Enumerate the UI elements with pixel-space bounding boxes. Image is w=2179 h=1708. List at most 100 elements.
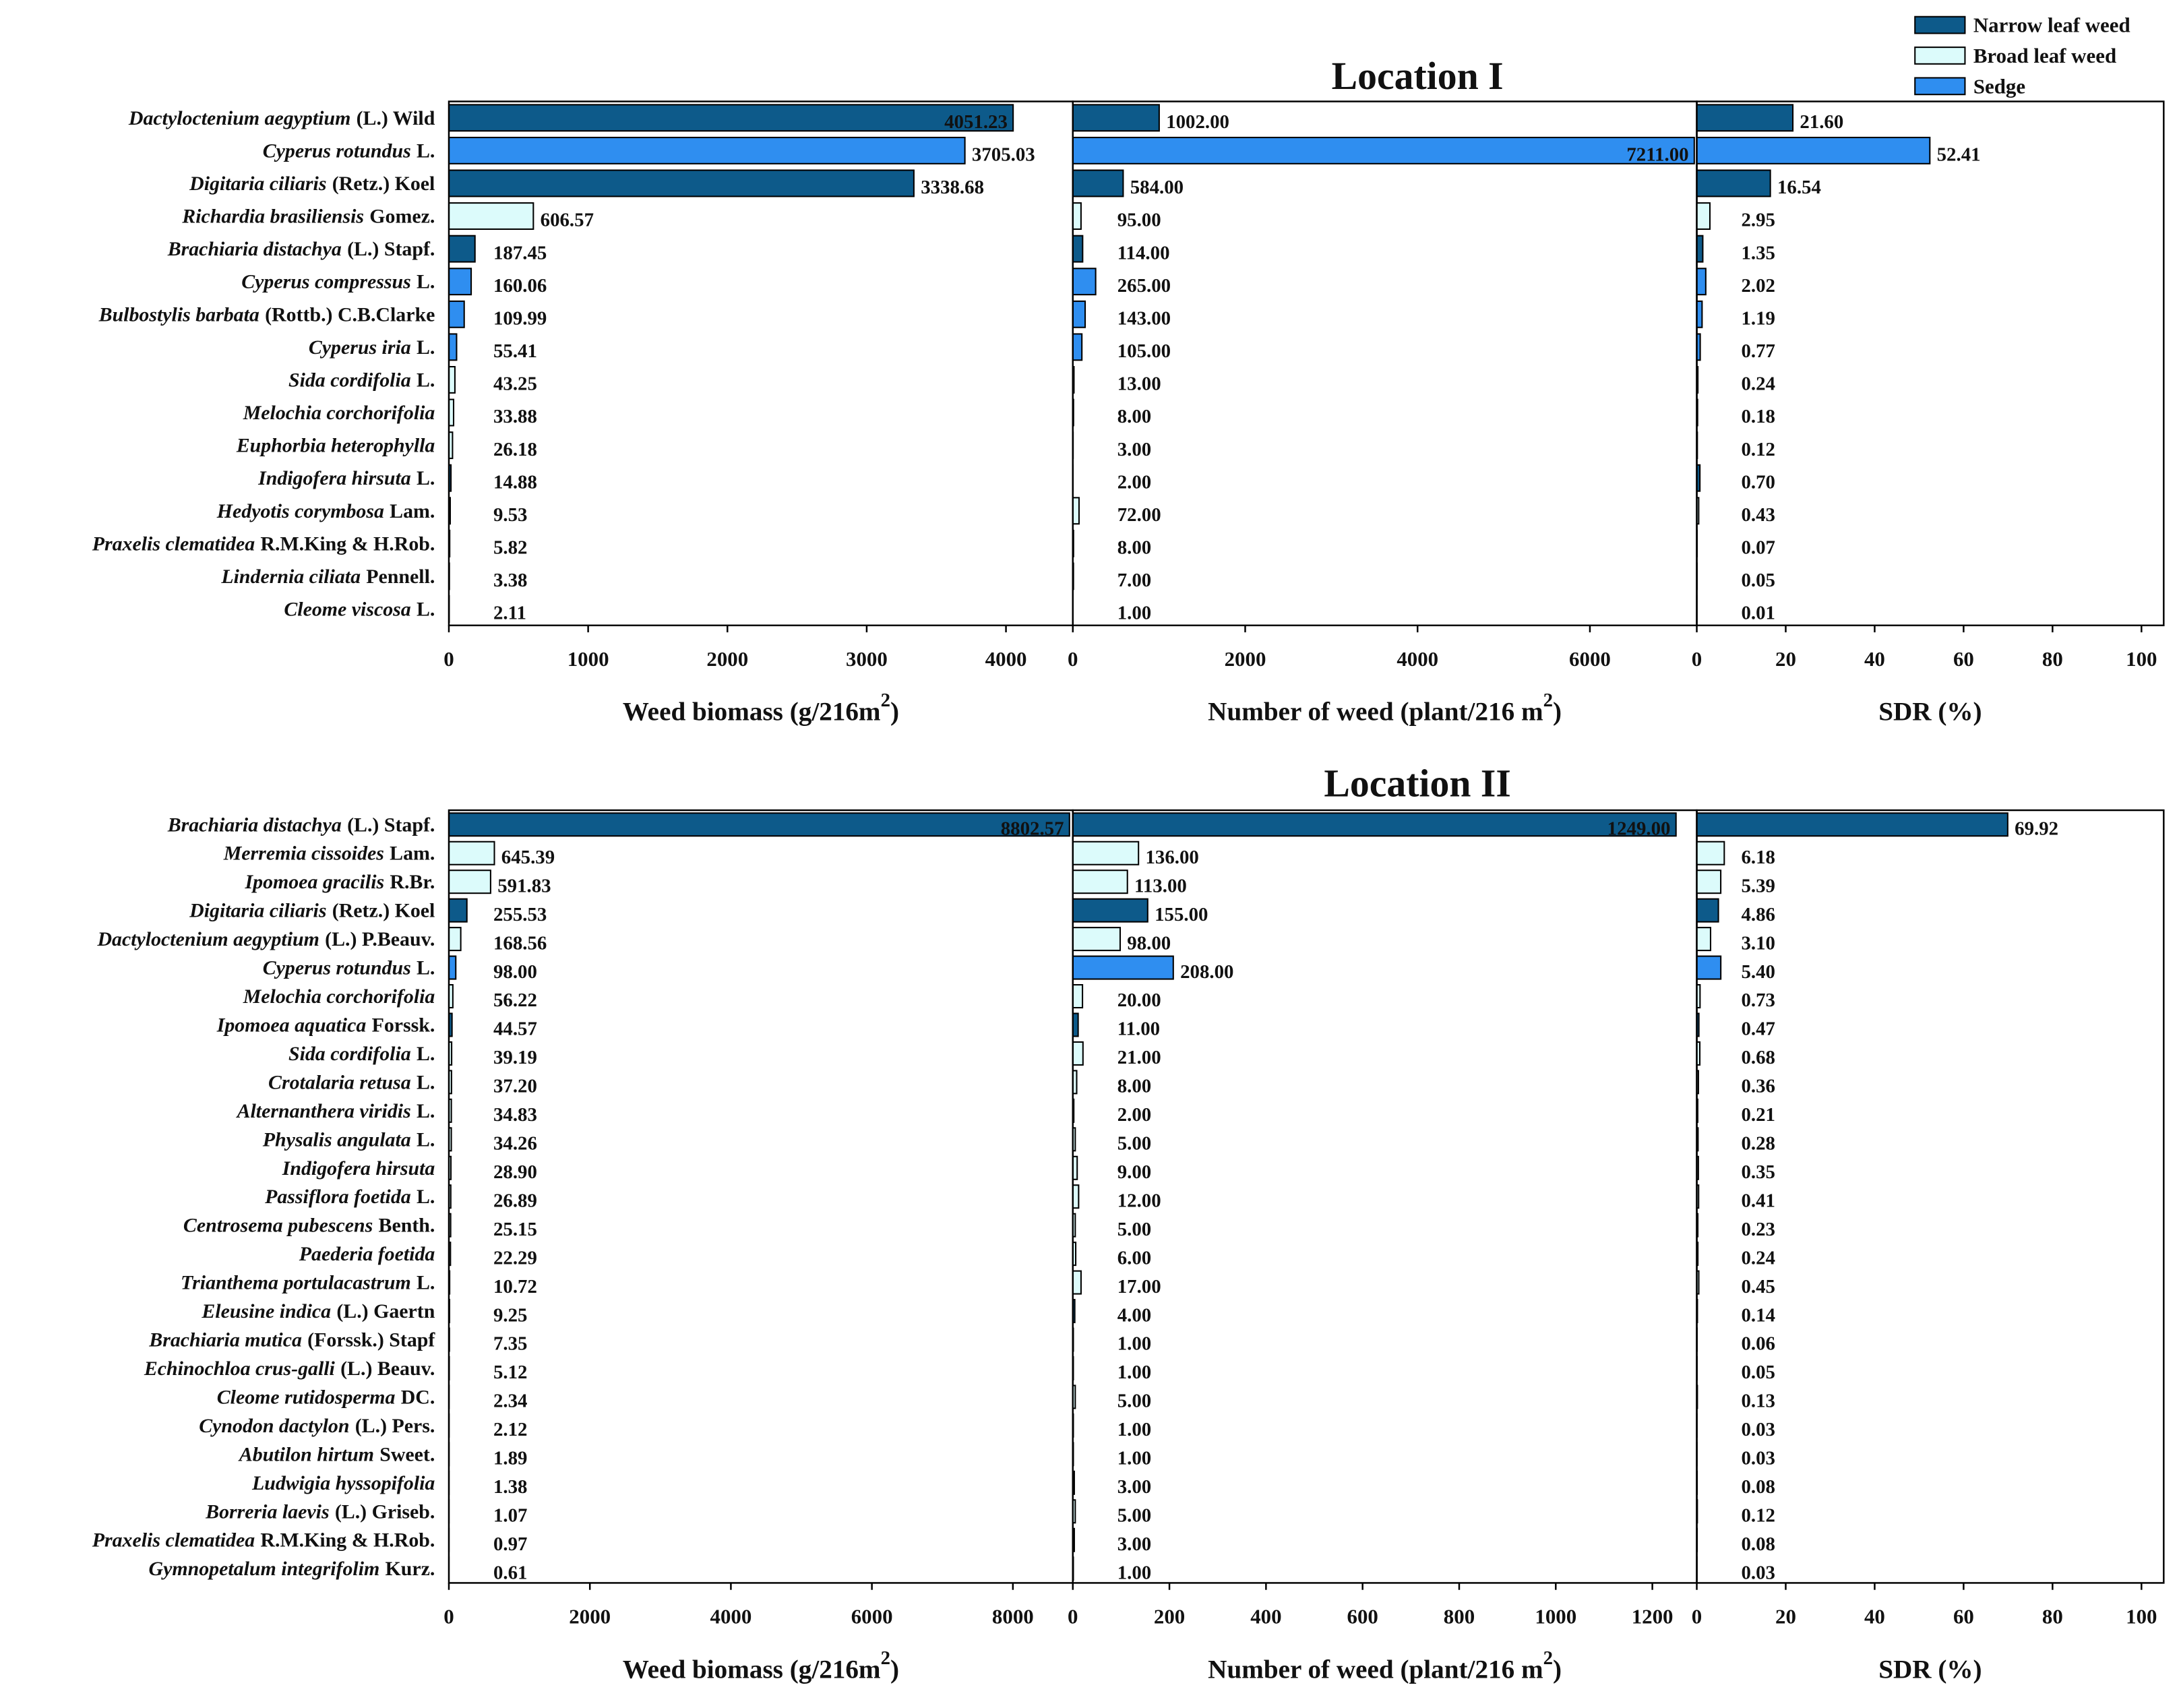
x-tick-label: 3000 [846, 647, 888, 671]
species-name: Melochia corchorifolia [243, 985, 435, 1008]
category-label: Digitaria ciliaris (Retz.) Koel [189, 172, 435, 194]
bar [448, 365, 456, 394]
category-label: Gymnopetalum integrifolim Kurz. [149, 1558, 435, 1580]
value-label: 8802.57 [1001, 818, 1064, 839]
bar [1072, 235, 1084, 263]
species-name: Alternanthera viridis [236, 1099, 411, 1122]
authority: L. [417, 598, 435, 620]
axis-label-end: ) [1553, 697, 1562, 726]
x-tick-label: 800 [1444, 1604, 1475, 1628]
species-name: Dactyloctenium aegyptium [128, 106, 350, 129]
category-label: Cyperus rotundus L. [263, 956, 435, 979]
species-name: Cynodon dactylon [199, 1414, 349, 1436]
value-label: 1.00 [1117, 1362, 1152, 1383]
value-label: 3338.68 [921, 177, 984, 198]
bar [448, 841, 495, 865]
x-tick-label: 2000 [706, 647, 748, 671]
bar [448, 812, 1070, 837]
value-label: 0.03 [1742, 1448, 1776, 1469]
authority: (Retz.) Koel [332, 899, 435, 921]
plot-frame [1696, 100, 2165, 627]
x-axis-label: SDR (%) [1878, 697, 1982, 726]
axis-label-text: Weed biomass (g/216m [623, 697, 881, 726]
value-label: 17.00 [1117, 1276, 1161, 1298]
bar [1696, 136, 1931, 164]
value-label: 6.00 [1117, 1247, 1152, 1269]
value-label: 208.00 [1180, 961, 1233, 983]
axis-label-sup: 2 [1543, 1647, 1553, 1669]
value-label: 3.00 [1117, 1533, 1152, 1555]
value-label: 0.12 [1742, 439, 1776, 460]
species-name: Brachiaria distachya [167, 814, 342, 836]
bar [448, 870, 491, 894]
authority: (L.) Stapf. [347, 814, 435, 836]
authority: L. [417, 336, 435, 358]
value-label: 98.00 [1127, 932, 1171, 954]
value-label: 1002.00 [1166, 111, 1229, 133]
species-name: Gymnopetalum integrifolim [149, 1558, 380, 1580]
x-axis-label: Number of weed (plant/216 m2) [1208, 1647, 1562, 1684]
bar [1072, 1270, 1082, 1295]
value-label: 3.00 [1117, 439, 1152, 460]
bar [1072, 812, 1677, 837]
value-label: 0.77 [1742, 340, 1776, 362]
bar [1072, 104, 1160, 132]
category-label: Cyperus iria L. [309, 336, 435, 358]
x-tick-label: 20 [1775, 1604, 1796, 1628]
value-label: 43.25 [493, 373, 537, 395]
authority: (L.) Gaertn [336, 1300, 435, 1322]
value-label: 1.00 [1117, 603, 1152, 624]
value-label: 9.53 [493, 504, 528, 526]
species-name: Dactyloctenium aegyptium [96, 928, 319, 950]
species-name: Trianthema portulacastrum [181, 1271, 411, 1293]
value-label: 95.00 [1117, 210, 1161, 231]
legend-label: Narrow leaf weed [1973, 13, 2130, 37]
x-tick-label: 80 [2042, 1604, 2063, 1628]
category-label: Ipomoea gracilis R.Br. [245, 871, 435, 893]
value-label: 1.00 [1117, 1562, 1152, 1583]
category-label: Brachiaria mutica (Forssk.) Stapf [148, 1329, 435, 1351]
category-label: Trianthema portulacastrum L. [181, 1271, 435, 1293]
value-label: 606.57 [541, 210, 594, 231]
value-label: 0.07 [1742, 537, 1776, 559]
legend-swatch [1914, 16, 1966, 34]
bar [1696, 235, 1704, 263]
species-name: Merremia cissoides [223, 842, 384, 864]
value-label: 5.12 [493, 1362, 528, 1383]
x-tick-label: 1000 [1535, 1604, 1576, 1628]
value-label: 0.35 [1742, 1161, 1776, 1183]
species-name: Digitaria ciliaris [189, 899, 326, 921]
plot-frame [1696, 809, 2165, 1584]
species-name: Physalis angulata [262, 1128, 411, 1151]
category-label: Digitaria ciliaris (Retz.) Koel [189, 899, 435, 921]
value-label: 0.21 [1742, 1104, 1776, 1126]
x-axis-label: Weed biomass (g/216m2) [623, 1647, 899, 1684]
category-label: Melochia corchorifolia [243, 402, 435, 424]
axis-label-end: ) [890, 697, 899, 726]
species-name: Ipomoea aquatica [216, 1014, 367, 1036]
value-label: 44.57 [493, 1018, 537, 1040]
value-label: 3.00 [1117, 1476, 1152, 1498]
value-label: 34.26 [493, 1133, 537, 1155]
species-name: Euphorbia heterophylla [236, 434, 435, 456]
x-tick-label: 100 [2126, 647, 2157, 671]
value-label: 0.61 [493, 1562, 528, 1583]
x-axis-label: Weed biomass (g/216m2) [623, 690, 899, 726]
x-tick-label: 80 [2042, 647, 2063, 671]
value-label: 21.00 [1117, 1047, 1161, 1068]
x-tick-label: 600 [1347, 1604, 1378, 1628]
x-tick-label: 0 [443, 1604, 454, 1628]
category-label: Praxelis clematidea R.M.King & H.Rob. [92, 1529, 435, 1551]
bar [448, 104, 1014, 132]
category-label: Physalis angulata L. [262, 1128, 435, 1151]
value-label: 28.90 [493, 1161, 537, 1183]
value-label: 1.35 [1742, 242, 1776, 264]
bar [1696, 812, 2008, 837]
category-label: Dactyloctenium aegyptium (L.) Wild [128, 106, 435, 129]
category-label: Lindernia ciliata Pennell. [220, 565, 435, 587]
value-label: 645.39 [501, 847, 555, 868]
value-label: 0.13 [1742, 1391, 1776, 1412]
value-label: 0.23 [1742, 1219, 1776, 1240]
value-label: 16.54 [1777, 177, 1821, 198]
authority: (L.) Stapf. [347, 238, 435, 260]
